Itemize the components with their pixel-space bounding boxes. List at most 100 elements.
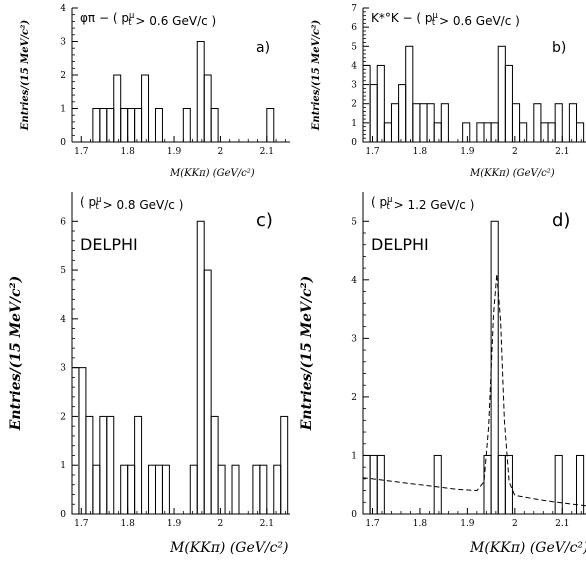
histogram-bin bbox=[127, 464, 136, 515]
histogram-bin bbox=[412, 103, 421, 143]
histogram-bin bbox=[568, 103, 578, 143]
histogram-bin bbox=[383, 122, 392, 143]
panel-a: 0 1 2 3 4 1.7 1.8 1.9 2 2.1 Entries/(15 MeV/c²) M(K… bbox=[20, 4, 290, 179]
y-tick-label: 6 bbox=[60, 217, 66, 227]
annotation-part: K*°K − ( bbox=[371, 11, 425, 25]
x-axis-label: M(KKπ) (GeV/c²) bbox=[169, 168, 255, 179]
x-tick-label: 1.8 bbox=[120, 147, 135, 157]
y-tick-label: 2 bbox=[60, 71, 66, 81]
delphi-label: DELPHI bbox=[371, 235, 429, 254]
x-tick-label: 1.9 bbox=[167, 147, 182, 157]
histogram-bin bbox=[134, 108, 143, 143]
x-tick-label: 1.8 bbox=[413, 519, 428, 529]
annotation-part: p bbox=[425, 11, 433, 25]
y-tick-label: 2 bbox=[351, 100, 357, 110]
annotation-part: φπ − ( bbox=[80, 11, 121, 25]
histogram-bin bbox=[433, 454, 442, 515]
y-tick-label: 0 bbox=[351, 138, 357, 148]
histogram-bin bbox=[369, 84, 378, 143]
y-tick-label: 5 bbox=[351, 217, 357, 227]
histogram-bin bbox=[426, 103, 435, 143]
histogram-bin bbox=[127, 108, 136, 143]
y-tick-label: 4 bbox=[351, 276, 357, 286]
histogram-bin bbox=[497, 45, 506, 143]
annotation-part: p bbox=[380, 195, 388, 209]
histogram-bin bbox=[405, 45, 414, 143]
annotation-part: t bbox=[386, 201, 390, 211]
histogram-bin bbox=[462, 122, 471, 143]
histogram-bin bbox=[540, 122, 549, 143]
histogram-bin bbox=[252, 464, 261, 515]
y-tick-label: 3 bbox=[351, 334, 357, 344]
annotation-part: > 0.6 GeV/c ) bbox=[132, 14, 217, 28]
panel-c: 0 1 2 3 4 5 6 1.7 1.8 1.9 2 2.1 Entries/(15 MeV/c²) M… bbox=[8, 192, 290, 556]
x-tick-label: 2.1 bbox=[260, 147, 274, 157]
histogram-bin bbox=[398, 84, 407, 143]
x-tick-label: 1.9 bbox=[460, 519, 475, 529]
y-tick-label: 5 bbox=[60, 266, 66, 276]
histogram-bin bbox=[148, 464, 156, 515]
panel-annotation: ( pμ t > 1.2 GeV/c ) bbox=[371, 194, 474, 212]
x-tick-label: 2 bbox=[218, 519, 224, 529]
histogram-bin bbox=[134, 415, 143, 515]
x-axis-label: M(KKπ) (GeV/c²) bbox=[169, 540, 289, 556]
histogram-bin bbox=[390, 103, 400, 143]
panel-b: 0 1 2 3 4 5 6 7 1.7 1.8 1.9 2 2.1 Entries/(15 MeV/c²)… bbox=[311, 4, 586, 179]
panel-d: 0 1 2 3 4 5 1.7 1.8 1.9 2 2.1 Entries/(15 MeV/c²) M(… bbox=[299, 192, 586, 556]
histogram-bin bbox=[71, 367, 80, 515]
x-tick-label: 1.7 bbox=[365, 519, 380, 529]
histogram-bin bbox=[99, 108, 108, 143]
histogram-bin bbox=[497, 454, 506, 515]
y-tick-label: 1 bbox=[60, 461, 66, 471]
histogram-bin bbox=[141, 74, 150, 143]
y-tick-label: 4 bbox=[60, 315, 66, 325]
histogram-bin bbox=[259, 464, 268, 515]
histogram-bin bbox=[113, 74, 122, 143]
histogram-bin bbox=[554, 454, 563, 515]
histogram-bin bbox=[362, 454, 371, 515]
panel-letter: a) bbox=[256, 40, 270, 56]
annotation-part: μ bbox=[433, 10, 439, 20]
y-tick-label: 3 bbox=[351, 81, 357, 91]
y-tick-label: 4 bbox=[351, 61, 357, 71]
y-axis-label: Entries/(15 MeV/c²) bbox=[20, 20, 31, 132]
y-tick-label: 0 bbox=[60, 138, 66, 148]
histogram-bin bbox=[280, 415, 289, 515]
annotation-part: μ bbox=[129, 10, 135, 20]
panel-annotation: φπ − ( pμ t > 0.6 GeV/c ) bbox=[80, 10, 216, 28]
y-tick-label: 5 bbox=[351, 42, 357, 52]
y-tick-label: 3 bbox=[60, 364, 66, 374]
histogram-bin bbox=[369, 454, 378, 515]
annotation-part: ( bbox=[80, 195, 89, 209]
x-tick-label: 2.1 bbox=[555, 519, 569, 529]
histogram-bin bbox=[511, 103, 521, 143]
annotation-part: μ bbox=[96, 194, 102, 204]
x-tick-label: 1.7 bbox=[74, 147, 89, 157]
histogram-bin bbox=[196, 41, 205, 143]
histogram-bin bbox=[182, 108, 191, 143]
y-axis-label: Entries/(15 MeV/c²) bbox=[311, 20, 322, 132]
x-tick-label: 2 bbox=[512, 147, 518, 157]
x-axis-label: M(KKπ) (GeV/c²) bbox=[469, 168, 555, 179]
histogram-bin bbox=[490, 220, 499, 515]
y-tick-label: 0 bbox=[351, 510, 357, 520]
histogram-bin bbox=[85, 415, 94, 515]
histogram-bin bbox=[92, 108, 101, 143]
x-tick-label: 2 bbox=[512, 519, 518, 529]
histogram-bin bbox=[576, 454, 585, 515]
x-tick-label: 1.7 bbox=[365, 147, 380, 157]
histogram-bin bbox=[483, 122, 492, 143]
x-tick-label: 1.9 bbox=[460, 147, 475, 157]
annotation-part: > 0.6 GeV/c ) bbox=[435, 14, 520, 28]
annotation-part: p bbox=[121, 11, 129, 25]
histogram-bin bbox=[519, 122, 528, 143]
histogram-bin bbox=[106, 415, 115, 515]
histogram-bin bbox=[504, 64, 513, 143]
histogram-bin bbox=[490, 122, 499, 143]
histogram-bin bbox=[78, 367, 87, 515]
x-tick-label: 1.8 bbox=[120, 519, 135, 529]
delphi-label: DELPHI bbox=[80, 235, 138, 254]
y-tick-label: 1 bbox=[351, 119, 357, 129]
annotation-part: t bbox=[432, 17, 436, 27]
histogram-bin bbox=[533, 103, 542, 143]
